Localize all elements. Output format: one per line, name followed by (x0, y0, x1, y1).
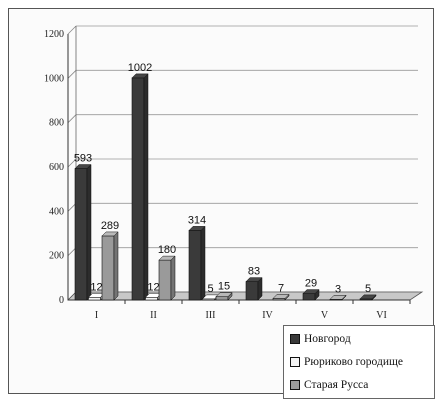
data-label: 593 (74, 153, 92, 165)
bar (302, 293, 316, 301)
bar (74, 168, 88, 301)
bar-top (215, 292, 233, 297)
y-tick-label: 200 (49, 251, 64, 262)
data-label: 289 (101, 220, 119, 232)
data-label: 180 (158, 244, 176, 256)
data-label: 12 (147, 281, 159, 293)
data-label: 12 (90, 281, 102, 293)
bar-side (86, 163, 92, 301)
data-label: 5 (207, 283, 213, 295)
bar-top (131, 73, 149, 79)
bar-top (329, 295, 347, 300)
data-label: 5 (365, 283, 371, 295)
legend-swatch-ryurikovo (290, 357, 300, 367)
bars (74, 73, 377, 301)
data-label: 1002 (128, 62, 152, 74)
legend-item-novgorod: Новгород (290, 331, 351, 347)
y-tick-label: 600 (49, 162, 64, 173)
bar-side (200, 225, 206, 301)
gridline-depth (67, 203, 77, 212)
legend-label-novgorod: Новгород (304, 333, 351, 345)
gridline-depth (67, 70, 77, 79)
gridlines (67, 25, 418, 301)
bar (88, 297, 101, 301)
data-label: 3 (335, 283, 341, 295)
bar (145, 297, 158, 301)
y-tick-label: 0 (59, 295, 64, 306)
legend-item-staraya-russa: Старая Русса (290, 377, 368, 393)
data-label: 83 (248, 266, 260, 278)
bar-top (74, 164, 92, 169)
bar-top (158, 255, 176, 261)
bar-side (143, 73, 149, 301)
data-label: 29 (305, 278, 317, 290)
x-category-label: VI (376, 310, 387, 321)
bar (131, 77, 145, 301)
data-label: 7 (278, 282, 284, 294)
bar (101, 235, 115, 301)
bar (188, 230, 202, 301)
gridline-depth (67, 114, 77, 123)
bar (245, 281, 259, 301)
legend-item-ryurikovo: Рюриково городище (290, 354, 403, 370)
bar-side (113, 231, 119, 301)
legend-label-staraya-russa: Старая Русса (304, 379, 369, 391)
legend-label-ryurikovo: Рюриково городище (304, 356, 403, 368)
x-category-label: IV (262, 310, 273, 321)
x-category-label: II (150, 310, 157, 321)
x-category-label: III (206, 310, 216, 321)
y-tick-label: 1200 (44, 29, 64, 40)
gridline-depth (67, 247, 77, 256)
legend-swatch-staraya-russa (290, 380, 300, 390)
bar (215, 296, 229, 301)
data-label: 314 (188, 214, 206, 226)
gridline-depth (67, 25, 77, 35)
bar-top (302, 289, 320, 294)
bar-top (272, 294, 290, 299)
bar-top (359, 294, 377, 300)
legend-swatch-novgorod (290, 334, 300, 344)
bar-side (170, 255, 176, 301)
y-tick-label: 1000 (44, 73, 64, 84)
x-category-label: I (95, 310, 98, 321)
bar (158, 259, 172, 301)
legend: Новгород Рюриково городище Старая Русса (283, 325, 435, 399)
y-tick-label: 800 (49, 118, 64, 129)
data-labels: 593 12 289 1002 12 180 314 5 15 83 7 29 3 5 (74, 62, 371, 295)
bar-top (188, 226, 206, 231)
bar-top (101, 231, 119, 237)
data-label: 15 (218, 281, 230, 293)
bar-top (245, 277, 263, 282)
gridline-depth (67, 158, 77, 168)
x-category-label: V (321, 310, 329, 321)
y-tick-label: 400 (49, 206, 64, 217)
